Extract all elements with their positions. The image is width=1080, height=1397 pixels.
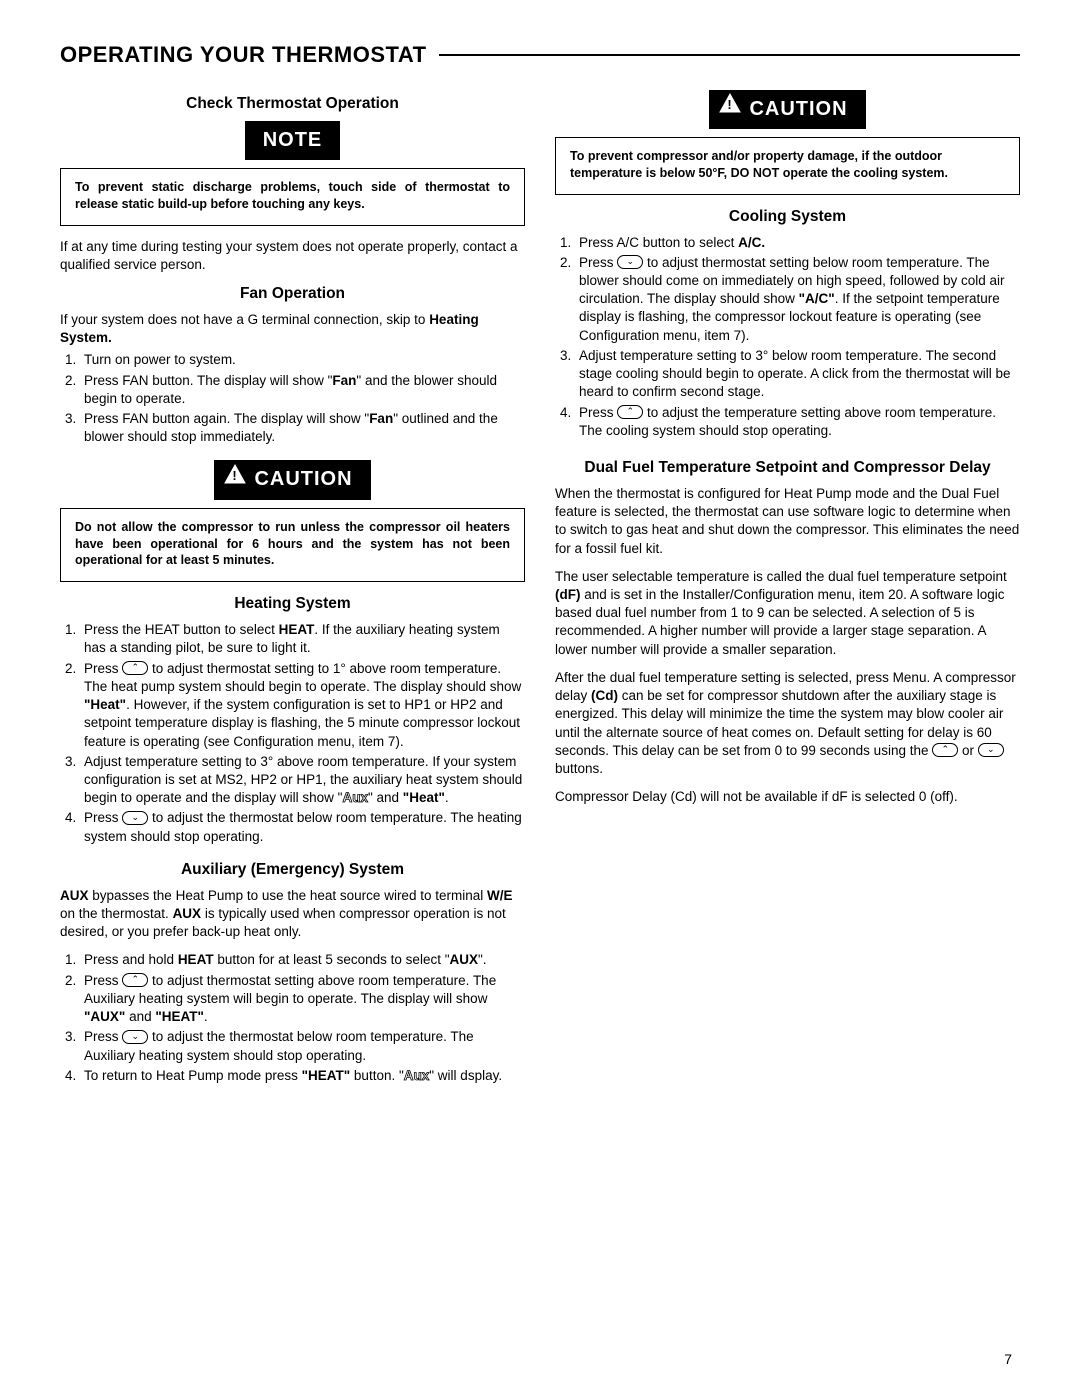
caution2-text: To prevent compressor and/or property da… xyxy=(570,148,1005,182)
caution1-box: Do not allow the compressor to run unles… xyxy=(60,508,525,583)
caution1-banner: ! CAUTION xyxy=(214,460,370,499)
fan-step-2: Press FAN button. The display will show … xyxy=(80,372,525,408)
note-banner-wrap: NOTE xyxy=(60,121,525,160)
caution2-banner: ! CAUTION xyxy=(709,90,865,129)
cool-step-4: Press ⌃ to adjust the temperature settin… xyxy=(575,404,1020,440)
note-banner: NOTE xyxy=(245,121,341,160)
page-number: 7 xyxy=(1004,1350,1012,1369)
note-text: To prevent static discharge problems, to… xyxy=(75,179,510,213)
caution2-label: CAUTION xyxy=(749,98,847,120)
check-thermostat-heading: Check Thermostat Operation xyxy=(60,94,525,115)
down-button-icon: ⌄ xyxy=(122,811,148,825)
up-button-icon: ⌃ xyxy=(122,661,148,675)
fan-heading: Fan Operation xyxy=(60,284,525,305)
heat-step-3: Adjust temperature setting to 3° above r… xyxy=(80,753,525,808)
heat-step-4: Press ⌄ to adjust the thermostat below r… xyxy=(80,809,525,845)
cool-step-1: Press A/C button to select A/C. xyxy=(575,234,1020,252)
caution1-banner-wrap: ! CAUTION xyxy=(60,460,525,499)
cool-step-2: Press ⌄ to adjust thermostat setting bel… xyxy=(575,254,1020,345)
aux-step-2: Press ⌃ to adjust thermostat setting abo… xyxy=(80,972,525,1027)
up-button-icon: ⌃ xyxy=(122,973,148,987)
cool-step-3: Adjust temperature setting to 3° below r… xyxy=(575,347,1020,402)
cooling-steps: Press A/C button to select A/C. Press ⌄ … xyxy=(555,234,1020,440)
aux-intro: AUX bypasses the Heat Pump to use the he… xyxy=(60,887,525,942)
intro-paragraph: If at any time during testing your syste… xyxy=(60,238,525,274)
aux-step-4: To return to Heat Pump mode press "HEAT"… xyxy=(80,1067,525,1085)
fan-intro: If your system does not have a G termina… xyxy=(60,311,525,347)
fan-steps: Turn on power to system. Press FAN butto… xyxy=(60,351,525,446)
aux-step-1: Press and hold HEAT button for at least … xyxy=(80,951,525,969)
up-button-icon: ⌃ xyxy=(617,405,643,419)
warning-icon: ! xyxy=(719,93,741,121)
cooling-heading: Cooling System xyxy=(555,207,1020,228)
down-button-icon: ⌄ xyxy=(978,743,1004,757)
caution2-box: To prevent compressor and/or property da… xyxy=(555,137,1020,195)
aux-steps: Press and hold HEAT button for at least … xyxy=(60,951,525,1085)
caution2-banner-wrap: ! CAUTION xyxy=(555,90,1020,129)
section-title: OPERATING YOUR THERMOSTAT xyxy=(60,40,439,70)
section-header: OPERATING YOUR THERMOSTAT xyxy=(60,40,1020,70)
svg-text:!: ! xyxy=(728,97,733,112)
fan-step-1: Turn on power to system. xyxy=(80,351,525,369)
aux-heading: Auxiliary (Emergency) System xyxy=(60,860,525,881)
left-column: Check Thermostat Operation NOTE To preve… xyxy=(60,88,525,1099)
right-column: ! CAUTION To prevent compressor and/or p… xyxy=(555,88,1020,1099)
up-button-icon: ⌃ xyxy=(932,743,958,757)
heating-heading: Heating System xyxy=(60,594,525,615)
down-button-icon: ⌄ xyxy=(122,1030,148,1044)
fan-intro-pre: If your system does not have a G termina… xyxy=(60,312,429,327)
caution1-label: CAUTION xyxy=(254,469,352,491)
dual-p1: When the thermostat is configured for He… xyxy=(555,485,1020,558)
title-rule xyxy=(439,54,1020,56)
dual-p4: Compressor Delay (Cd) will not be availa… xyxy=(555,788,1020,806)
down-button-icon: ⌄ xyxy=(617,255,643,269)
dual-p2: The user selectable temperature is calle… xyxy=(555,568,1020,659)
dual-p3: After the dual fuel temperature setting … xyxy=(555,669,1020,778)
note-label: NOTE xyxy=(263,129,323,151)
heat-step-2: Press ⌃ to adjust thermostat setting to … xyxy=(80,660,525,751)
caution1-text: Do not allow the compressor to run unles… xyxy=(75,519,510,570)
note-box: To prevent static discharge problems, to… xyxy=(60,168,525,226)
fan-step-3: Press FAN button again. The display will… xyxy=(80,410,525,446)
aux-step-3: Press ⌄ to adjust the thermostat below r… xyxy=(80,1028,525,1064)
warning-icon: ! xyxy=(224,464,246,492)
dual-fuel-heading: Dual Fuel Temperature Setpoint and Compr… xyxy=(555,458,1020,479)
heating-steps: Press the HEAT button to select HEAT. If… xyxy=(60,621,525,846)
heat-step-1: Press the HEAT button to select HEAT. If… xyxy=(80,621,525,657)
svg-text:!: ! xyxy=(233,468,238,483)
